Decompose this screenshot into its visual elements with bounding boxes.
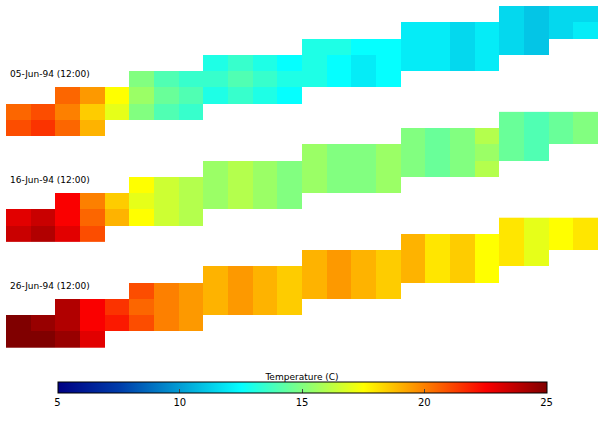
svg-text:Temperature (C): Temperature (C) <box>264 372 338 382</box>
svg-text:25: 25 <box>540 397 553 408</box>
svg-text:5: 5 <box>54 397 60 408</box>
svg-text:15: 15 <box>296 397 309 408</box>
svg-text:05-Jun-94 (12:00): 05-Jun-94 (12:00) <box>10 69 90 79</box>
svg-text:10: 10 <box>173 397 186 408</box>
svg-text:16-Jun-94 (12:00): 16-Jun-94 (12:00) <box>10 175 90 185</box>
svg-text:26-Jun-94 (12:00): 26-Jun-94 (12:00) <box>10 281 90 291</box>
svg-text:20: 20 <box>418 397 431 408</box>
